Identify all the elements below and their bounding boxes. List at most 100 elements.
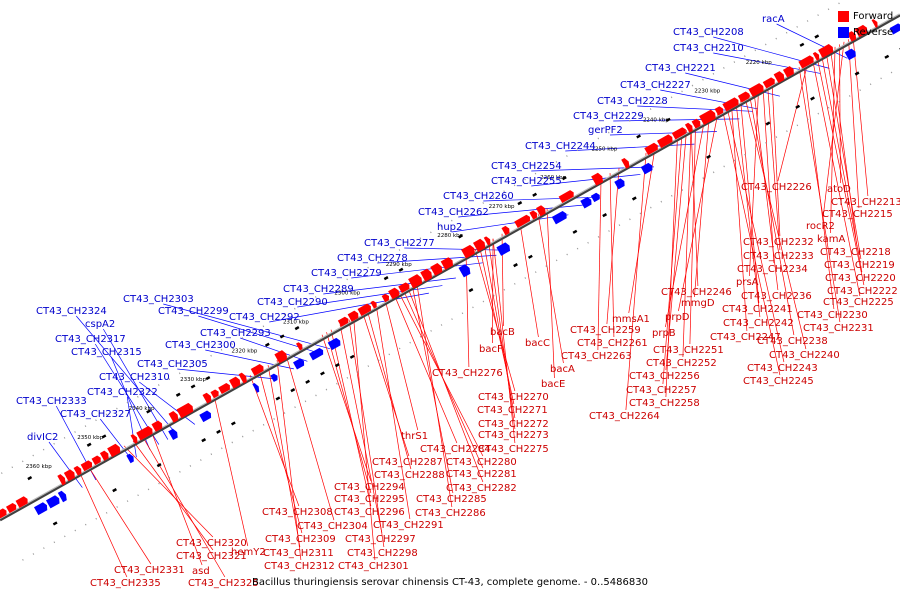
forward-gene-label[interactable]: CT43_CH2280 [446, 457, 517, 468]
forward-gene-label[interactable]: CT43_CH2238 [757, 336, 828, 347]
forward-gene-label[interactable]: CT43_CH2241 [722, 304, 793, 315]
forward-gene-label[interactable]: CT43_CH2312 [264, 561, 335, 572]
forward-gene-label[interactable]: CT43_CH2297 [345, 534, 416, 545]
forward-gene-label[interactable]: CT43_CH2230 [797, 310, 868, 321]
reverse-gene-label[interactable]: gerPF2 [588, 125, 623, 136]
reverse-gene-label[interactable]: CT43_CH2208 [673, 27, 744, 38]
reverse-gene-label[interactable]: CT43_CH2229 [573, 111, 644, 122]
forward-gene-label[interactable]: CT43_CH2273 [478, 430, 549, 441]
forward-gene-label[interactable]: prsA [736, 277, 759, 288]
forward-gene-label[interactable]: bacF [479, 344, 503, 355]
forward-gene-label[interactable]: CT43_CH2281 [446, 469, 517, 480]
reverse-gene-label[interactable]: CT43_CH2279 [311, 268, 382, 279]
forward-gene-label[interactable]: CT43_CH2286 [415, 508, 486, 519]
reverse-gene-label[interactable]: CT43_CH2228 [597, 96, 668, 107]
reverse-gene-label[interactable]: CT43_CH2260 [443, 191, 514, 202]
reverse-gene-label[interactable]: CT43_CH2299 [158, 306, 229, 317]
reverse-gene-label[interactable]: CT43_CH2262 [418, 207, 489, 218]
reverse-gene-label[interactable]: CT43_CH2322 [87, 387, 158, 398]
reverse-gene-label[interactable]: CT43_CH2300 [165, 340, 236, 351]
forward-gene-label[interactable]: CT43_CH2232 [743, 237, 814, 248]
forward-gene-label[interactable]: CT43_CH2335 [90, 578, 161, 589]
reverse-gene-label[interactable]: CT43_CH2292 [229, 312, 300, 323]
forward-gene-label[interactable]: CT43_CH2295 [334, 494, 405, 505]
forward-gene-label[interactable]: CT43_CH2246 [661, 287, 732, 298]
reverse-gene-label[interactable]: hup2 [437, 222, 462, 233]
forward-gene-label[interactable]: CT43_CH2215 [822, 209, 893, 220]
reverse-gene-label[interactable]: CT43_CH2324 [36, 306, 107, 317]
forward-gene-label[interactable]: CT43_CH2285 [416, 494, 487, 505]
reverse-gene-label[interactable]: CT43_CH2293 [200, 328, 271, 339]
forward-gene-label[interactable]: CT43_CH2263 [561, 351, 632, 362]
forward-gene-label[interactable]: CT43_CH2231 [803, 323, 874, 334]
forward-gene-label[interactable]: CT43_CH2261 [577, 338, 648, 349]
reverse-gene-label[interactable]: CT43_CH2303 [123, 294, 194, 305]
reverse-gene-label[interactable]: CT43_CH2305 [137, 359, 208, 370]
reverse-gene-label[interactable]: CT43_CH2315 [71, 347, 142, 358]
reverse-gene-label[interactable]: CT43_CH2210 [673, 43, 744, 54]
forward-gene-label[interactable]: CT43_CH2272 [478, 419, 549, 430]
forward-gene-label[interactable]: CT43_CH2271 [477, 405, 548, 416]
reverse-gene-label[interactable]: CT43_CH2244 [525, 141, 596, 152]
forward-gene-label[interactable]: CT43_CH2240 [769, 350, 840, 361]
forward-gene-label[interactable]: CT43_CH2288 [374, 470, 445, 481]
forward-gene-label[interactable]: CT43_CH2259 [570, 325, 641, 336]
forward-gene-label[interactable]: mmsA1 [612, 314, 650, 325]
forward-gene-label[interactable]: CT43_CH2218 [820, 247, 891, 258]
forward-gene-label[interactable]: CT43_CH2247 [710, 332, 781, 343]
forward-gene-label[interactable]: CT43_CH2264 [589, 411, 660, 422]
forward-gene-label[interactable]: CT43_CH2301 [338, 561, 409, 572]
forward-gene-label[interactable]: prpD [665, 312, 690, 323]
forward-gene-label[interactable]: CT43_CH2245 [743, 376, 814, 387]
forward-gene-label[interactable]: CT43_CH2287 [372, 457, 443, 468]
forward-gene-label[interactable]: CT43_CH2252 [646, 358, 717, 369]
forward-gene-label[interactable]: CT43_CH2233 [743, 251, 814, 262]
reverse-gene-label[interactable]: CT43_CH2327 [60, 409, 131, 420]
forward-gene-label[interactable]: CT43_CH2291 [373, 520, 444, 531]
forward-gene-label[interactable]: CT43_CH2311 [263, 548, 334, 559]
forward-gene-label[interactable]: CT43_CH2234 [737, 264, 808, 275]
forward-gene-label[interactable]: CT43_CH2308 [262, 507, 333, 518]
forward-gene-label[interactable]: CT43_CH2257 [626, 385, 697, 396]
forward-gene-label[interactable]: CT43_CH2270 [478, 392, 549, 403]
forward-gene-label[interactable]: CT43_CH2242 [723, 318, 794, 329]
forward-gene-label[interactable]: mmgD [681, 298, 715, 309]
forward-gene-label[interactable]: CT43_CH2296 [334, 507, 405, 518]
forward-gene-label[interactable]: thrS1 [401, 431, 428, 442]
forward-gene-label[interactable]: CT43_CH2251 [653, 345, 724, 356]
forward-gene-label[interactable]: CT43_CH2258 [629, 398, 700, 409]
forward-gene-label[interactable]: asd [192, 566, 210, 577]
forward-gene-label[interactable]: atoD [827, 184, 851, 195]
reverse-gene-label[interactable]: racA [762, 14, 785, 25]
forward-gene-label[interactable]: kamA [817, 234, 845, 245]
forward-gene-label[interactable]: CT43_CH2213 [831, 197, 900, 208]
forward-gene-label[interactable]: CT43_CH2325 [188, 578, 259, 589]
forward-gene-label[interactable]: CT43_CH2321 [176, 551, 247, 562]
forward-gene-label[interactable]: rocR2 [806, 221, 835, 232]
forward-gene-label[interactable]: bacA [550, 364, 575, 375]
forward-gene-label[interactable]: CT43_CH2236 [741, 291, 812, 302]
forward-gene-label[interactable]: CT43_CH2276 [432, 368, 503, 379]
forward-gene-label[interactable]: CT43_CH2309 [265, 534, 336, 545]
forward-gene-label[interactable]: CT43_CH2226 [741, 182, 812, 193]
reverse-gene-label[interactable]: CT43_CH2221 [645, 63, 716, 74]
forward-gene-label[interactable]: prpB [652, 328, 676, 339]
forward-gene-label[interactable]: CT43_CH2282 [446, 483, 517, 494]
reverse-gene-label[interactable]: CT43_CH2310 [99, 372, 170, 383]
reverse-gene-label[interactable]: CT43_CH2289 [283, 284, 354, 295]
reverse-gene-label[interactable]: CT43_CH2255 [491, 176, 562, 187]
reverse-gene-label[interactable]: CT43_CH2227 [620, 80, 691, 91]
forward-gene-label[interactable]: CT43_CH2298 [347, 548, 418, 559]
reverse-gene-label[interactable]: CT43_CH2254 [491, 161, 562, 172]
forward-gene-label[interactable]: bacC [525, 338, 550, 349]
reverse-gene-label[interactable]: divIC2 [27, 432, 58, 443]
reverse-gene-label[interactable]: CT43_CH2317 [55, 334, 126, 345]
reverse-gene-label[interactable]: CT43_CH2278 [337, 253, 408, 264]
forward-gene-label[interactable]: CT43_CH2304 [297, 521, 368, 532]
forward-gene-label[interactable]: CT43_CH2256 [629, 371, 700, 382]
forward-gene-label[interactable]: bacB [490, 327, 515, 338]
forward-gene-label[interactable]: CT43_CH2320 [176, 538, 247, 549]
forward-gene-label[interactable]: bacE [541, 379, 565, 390]
forward-gene-label[interactable]: CT43_CH2243 [747, 363, 818, 374]
reverse-gene-label[interactable]: CT43_CH2290 [257, 297, 328, 308]
